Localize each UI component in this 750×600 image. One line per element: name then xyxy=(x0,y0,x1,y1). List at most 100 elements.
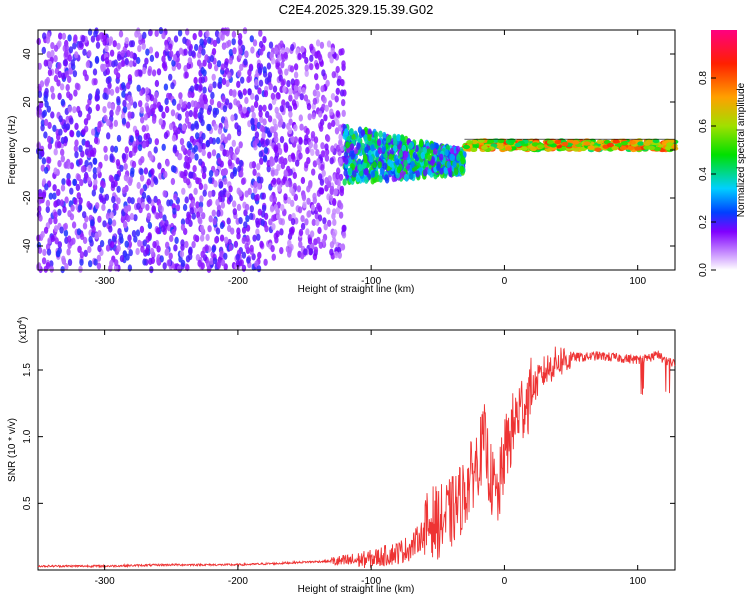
spectrogram-cell xyxy=(367,134,372,142)
spectrogram-cell xyxy=(333,188,339,196)
spectrogram-cell xyxy=(86,200,91,209)
spectrogram-cell xyxy=(339,143,345,151)
spectrogram-cell xyxy=(43,265,48,273)
spectrogram-cell xyxy=(279,105,284,113)
spectrogram-cell xyxy=(312,97,318,105)
spectrogram-cell xyxy=(311,168,316,176)
spectrogram-cell xyxy=(285,101,290,109)
spectrogram-cell xyxy=(198,206,203,214)
spectrogram-cell xyxy=(315,39,321,47)
spectrogram-cell xyxy=(149,153,154,161)
spectrogram-cell xyxy=(393,138,398,146)
spectrogram-cell xyxy=(439,167,444,175)
spectrogram-cell xyxy=(169,50,174,58)
spectrogram-cell xyxy=(242,27,248,35)
spectrogram-cell xyxy=(116,185,121,193)
spectrogram-cell xyxy=(253,186,258,194)
spectrogram-cell xyxy=(58,115,63,123)
spectrogram-cell xyxy=(255,193,260,201)
spectrogram-cell xyxy=(129,212,135,221)
spectrogram-cell xyxy=(140,156,145,164)
spectrogram-cell xyxy=(449,153,454,161)
spectrogram-cell xyxy=(228,57,233,65)
spectrogram-cell xyxy=(50,42,55,50)
spectrogram-cell xyxy=(201,172,207,180)
spectrogram-cell xyxy=(270,92,276,100)
spectrogram-cell xyxy=(57,241,62,249)
spectrogram-cell xyxy=(294,92,299,100)
spectrogram-cell xyxy=(612,139,620,144)
spectrogram-cell xyxy=(46,32,51,40)
spectrogram-cell xyxy=(319,124,324,132)
spectrogram-cell xyxy=(304,161,309,169)
spectrogram-cell xyxy=(315,218,320,227)
spectrogram-cell xyxy=(231,139,236,147)
spectrogram-cell xyxy=(93,78,98,86)
spectrogram-cell xyxy=(189,85,195,93)
spectrogram-cell xyxy=(141,42,146,50)
spectrogram-cell xyxy=(339,89,345,97)
spectrogram-cell xyxy=(260,219,265,227)
spectrogram-cell xyxy=(257,208,263,216)
spectrogram-x-axis-label: Height of straight line (km) xyxy=(298,284,415,295)
spectrogram-cell xyxy=(249,244,254,252)
spectrogram-cell xyxy=(207,62,213,70)
x-tick-label: 0 xyxy=(502,276,508,287)
spectrogram-cell xyxy=(171,134,177,142)
spectrogram-cell xyxy=(300,176,306,185)
spectrogram-cell xyxy=(317,226,322,235)
spectrogram-cell xyxy=(142,239,147,247)
spectrogram-cell xyxy=(78,40,83,49)
spectrogram-cell xyxy=(275,62,280,70)
spectrogram-cell xyxy=(216,261,221,269)
spectrogram-cell xyxy=(200,234,205,242)
spectrogram-cell xyxy=(334,251,339,259)
spectrogram-cell xyxy=(134,129,140,137)
spectrogram-cell xyxy=(254,79,259,87)
spectrogram-cell xyxy=(408,142,413,150)
spectrogram-cell xyxy=(177,113,182,121)
spectrogram-cell xyxy=(220,33,225,41)
spectrogram-cell xyxy=(90,35,96,43)
spectrogram-cell xyxy=(180,171,185,179)
spectrogram-cell xyxy=(367,128,372,136)
spectrogram-cell xyxy=(193,100,198,108)
spectrogram-cell xyxy=(243,58,248,66)
spectrogram-cell xyxy=(50,85,55,93)
spectrogram-cell xyxy=(136,84,141,92)
spectrogram-cell xyxy=(293,63,299,71)
spectrogram-cell xyxy=(370,144,375,152)
spectrogram-cell xyxy=(164,97,169,106)
spectrogram-cell xyxy=(235,157,240,165)
spectrogram-cell xyxy=(110,145,115,153)
spectrogram-cell xyxy=(304,69,309,77)
colorbar-label: Normalized spectral amplitude xyxy=(736,82,747,217)
snr-plot-area xyxy=(37,329,676,571)
spectrogram-cell xyxy=(184,116,190,124)
spectrogram-cell xyxy=(124,146,129,154)
spectrogram-cell xyxy=(251,253,256,261)
spectrogram-cell xyxy=(63,161,68,169)
spectrogram-cell xyxy=(156,245,161,253)
spectrogram-cell xyxy=(116,53,122,62)
spectrogram-cell xyxy=(374,131,379,139)
spectrogram-cell xyxy=(251,111,256,120)
spectrogram-cell xyxy=(213,180,218,188)
spectrogram-cell xyxy=(313,246,319,254)
spectrogram-cell xyxy=(264,77,270,85)
spectrogram-cell xyxy=(259,240,264,248)
spectrogram-cell xyxy=(331,198,337,206)
spectrogram-cell xyxy=(147,68,152,76)
spectrogram-cell xyxy=(329,241,335,249)
spectrogram-cell xyxy=(191,212,196,220)
spectrogram-cell xyxy=(152,241,157,249)
spectrogram-cell xyxy=(78,197,83,205)
x-tick-label: 100 xyxy=(629,276,646,287)
spectrogram-cell xyxy=(102,106,107,114)
spectrogram-cell xyxy=(344,157,349,165)
spectrogram-cell xyxy=(419,138,424,146)
spectrogram-cell xyxy=(172,207,177,215)
spectrogram-cell xyxy=(606,142,614,148)
spectrogram-cell xyxy=(285,180,290,188)
spectrogram-cell xyxy=(325,79,330,87)
